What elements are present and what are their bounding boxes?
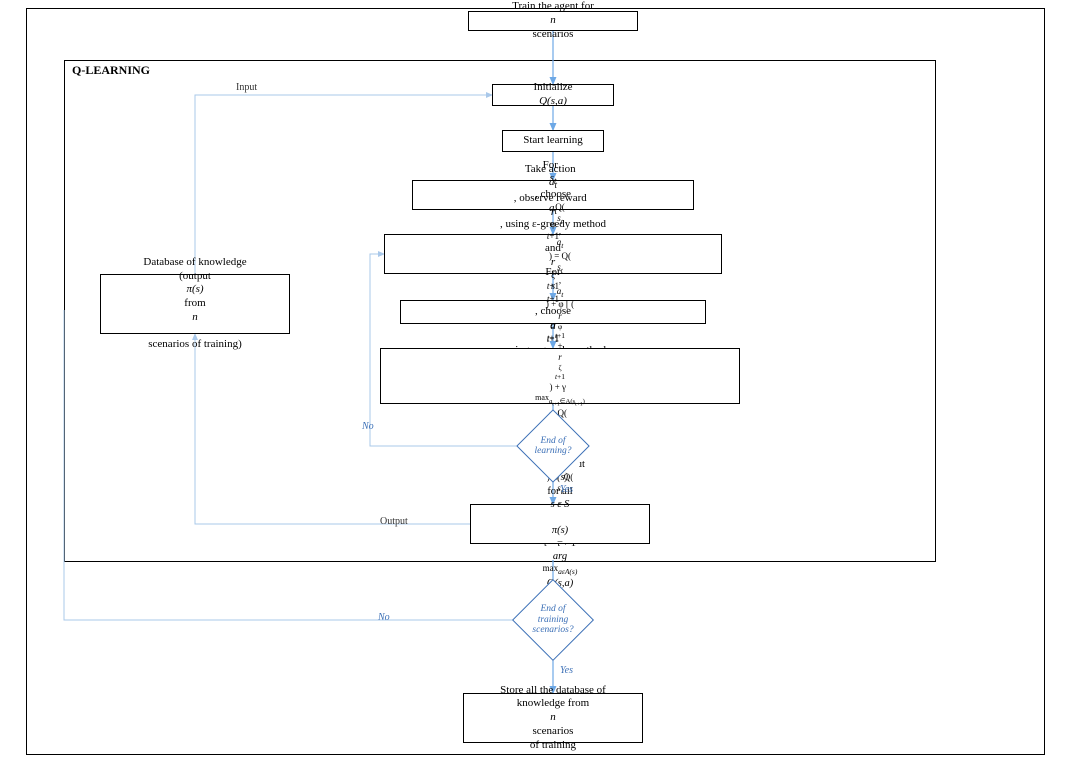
node-q-update: Q(st, at) = Q(st, at) + φ [ (rφt+1 + rζt… (380, 348, 740, 404)
node-train-agent: Train the agent for n scenarios (468, 11, 638, 31)
label-no-training: No (378, 612, 390, 623)
label-yes-learning: Yes (560, 484, 573, 495)
node-save-output: Save output π(s) for all s ε Sπ(s) = arg… (470, 504, 650, 544)
label-no-learning: No (362, 421, 374, 432)
decision-end-learning: End of learning? (527, 420, 579, 472)
node-store-database: Store all the database ofknowledge from … (463, 693, 643, 743)
label-output: Output (380, 516, 408, 527)
label-yes-training: Yes (560, 665, 573, 676)
decision-end-training: End of trainingscenarios? (524, 591, 582, 649)
qlearning-title: Q-LEARNING (70, 63, 152, 78)
label-input: Input (236, 82, 257, 93)
node-start-learning: Start learning (502, 130, 604, 152)
node-initialize-q: Initialize Q(s,a) (492, 84, 614, 106)
node-database: Database of knowledge(output π(s) from n… (100, 274, 290, 334)
